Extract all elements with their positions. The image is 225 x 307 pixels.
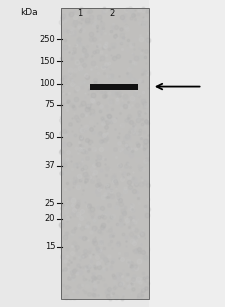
Text: 25: 25 bbox=[45, 199, 55, 208]
Text: 100: 100 bbox=[39, 79, 55, 88]
Text: 150: 150 bbox=[39, 57, 55, 66]
Bar bbox=[61, 8, 148, 299]
Bar bbox=[0, 0, 61, 307]
Text: 2: 2 bbox=[110, 9, 115, 17]
Text: 20: 20 bbox=[45, 214, 55, 223]
Text: 50: 50 bbox=[45, 132, 55, 141]
Bar bbox=[148, 0, 225, 307]
Text: 250: 250 bbox=[39, 35, 55, 44]
Text: 1: 1 bbox=[77, 9, 83, 17]
Text: 37: 37 bbox=[44, 161, 55, 170]
Bar bbox=[90, 84, 138, 90]
Bar bbox=[61, 8, 148, 299]
Text: 15: 15 bbox=[45, 242, 55, 251]
Text: 75: 75 bbox=[45, 100, 55, 110]
Text: kDa: kDa bbox=[20, 8, 38, 17]
